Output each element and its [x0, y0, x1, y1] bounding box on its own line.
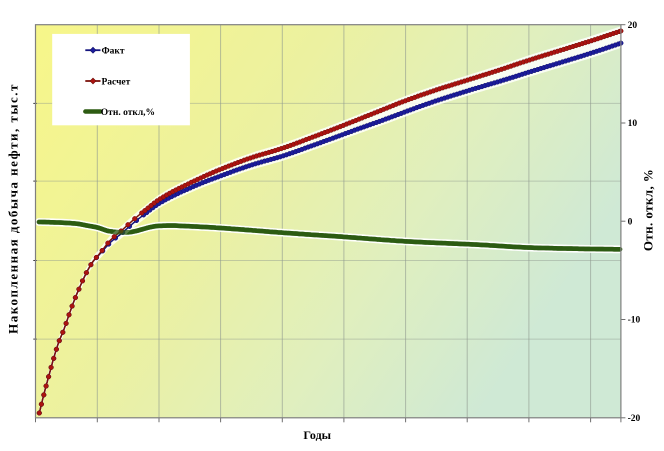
svg-text:Расчет: Расчет — [102, 77, 131, 87]
svg-text:Накопленная добыча нефти, тыс.: Накопленная добыча нефти, тыс.т — [6, 83, 21, 334]
svg-text:Отн. откл,%: Отн. откл,% — [101, 108, 155, 118]
svg-text:0: 0 — [628, 217, 633, 227]
svg-text:Отн. откл, %: Отн. откл, % — [641, 169, 656, 251]
svg-text:-10: -10 — [628, 316, 641, 326]
svg-text:Годы: Годы — [303, 428, 331, 442]
svg-text:10: 10 — [628, 119, 638, 129]
svg-text:Факт: Факт — [102, 47, 125, 57]
svg-text:-20: -20 — [628, 414, 641, 424]
svg-text:20: 20 — [628, 21, 638, 31]
